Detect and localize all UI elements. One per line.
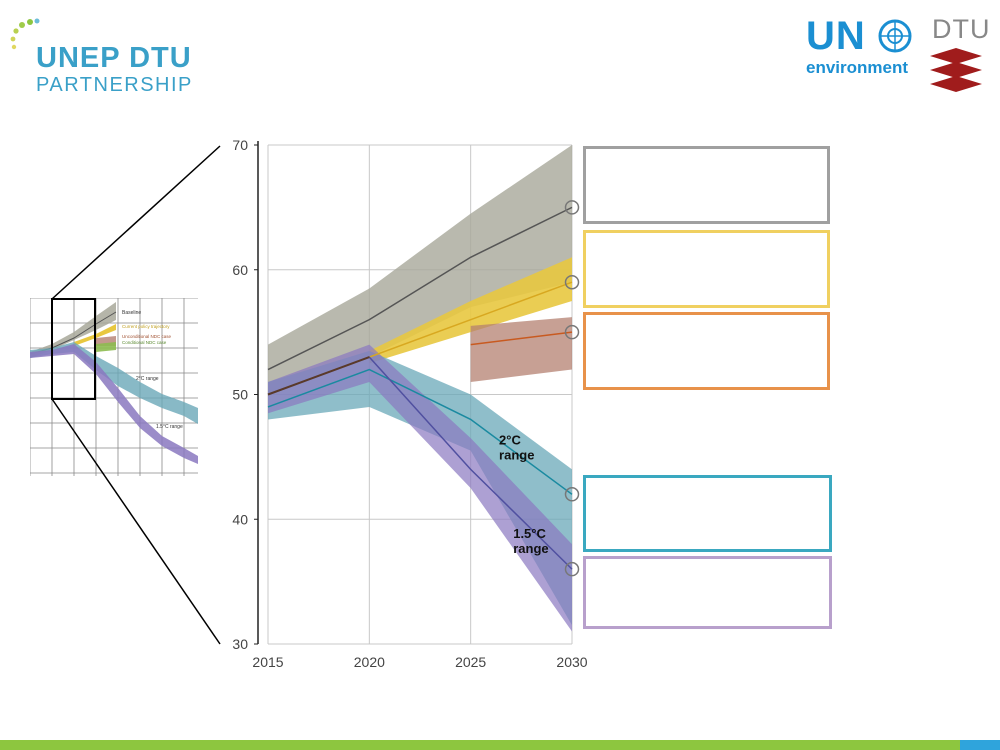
footer-bar-green — [0, 740, 960, 750]
annotation-line2-1: range — [513, 541, 548, 556]
zoom-connector-top — [51, 145, 221, 300]
endpoint-marker-0 — [564, 200, 580, 215]
y-tick-label: 60 — [232, 262, 248, 278]
endpoint-marker-4 — [564, 561, 580, 577]
line-ndc — [470, 331, 573, 346]
band-current_policy — [369, 257, 572, 364]
line-two_deg — [267, 368, 573, 495]
x-tick-label: 2020 — [354, 654, 385, 670]
thumbnail-label-2c: 2°C range — [136, 376, 159, 382]
annotation-line1-0: 2°C — [499, 432, 521, 447]
legend-box-2c — [583, 475, 832, 552]
un-environment-logo: UN environment — [806, 14, 921, 80]
un-logo-text: UN — [806, 14, 866, 58]
y-tick-label: 50 — [232, 387, 248, 403]
dots-logo-icon — [10, 18, 40, 50]
endpoint-marker-3 — [564, 487, 580, 502]
x-tick-label: 2030 — [556, 654, 587, 670]
line-history — [267, 356, 370, 396]
y-tick-label: 30 — [232, 636, 248, 652]
footer-bar-blue — [960, 740, 1000, 750]
dtu-logo: DTU — [928, 14, 990, 92]
band-ndc — [470, 317, 572, 383]
chart-lines — [267, 206, 573, 570]
legend-box-1-5c — [583, 556, 832, 629]
annotation-line1-1: 1.5°C — [513, 526, 546, 541]
legend-box-ndc — [583, 312, 830, 390]
x-tick-label: 2025 — [455, 654, 486, 670]
logo-title: UNEP DTU — [36, 42, 192, 74]
y-tick-label: 40 — [232, 511, 248, 527]
endpoint-marker-2 — [564, 324, 580, 340]
un-logo-subtext: environment — [806, 58, 909, 77]
chart-markers — [564, 200, 580, 577]
line-current_policy — [369, 281, 573, 358]
legend-box-baseline — [583, 146, 830, 224]
thumbnail-label-current-policy: Current policy trajectory — [122, 324, 170, 329]
annotation-line2-0: range — [499, 447, 534, 462]
zoom-connector-bottom — [51, 398, 221, 645]
dtu-logo-text: DTU — [932, 14, 991, 44]
endpoint-marker-1 — [564, 274, 580, 290]
logo-subtitle: PARTNERSHIP — [36, 74, 193, 96]
un-emblem-icon — [878, 19, 912, 53]
x-tick-label: 2015 — [252, 654, 283, 670]
thumbnail-label-conditional-ndc: Conditional NDC case — [122, 340, 167, 345]
band-two_deg — [268, 350, 572, 626]
chart-bands — [268, 145, 572, 632]
y-tick-label: 70 — [232, 137, 248, 153]
thumbnail-label-1-5c: 1.5°C range — [156, 424, 183, 430]
dtu-emblem-icon — [930, 48, 982, 92]
line-baseline — [267, 206, 573, 371]
thumbnail-label-unconditional-ndc: Unconditional NDC case — [122, 334, 172, 339]
unep-dtu-logo: UNEP DTU PARTNERSHIP — [10, 12, 210, 97]
zoom-highlight-rect — [51, 298, 96, 400]
chart-axes: 30 40 50 60 70 2015 2020 2025 2030 — [232, 137, 587, 670]
thumbnail-label-baseline: Baseline — [122, 310, 141, 316]
band-one_five — [268, 344, 572, 632]
legend-box-current-policy — [583, 230, 830, 308]
